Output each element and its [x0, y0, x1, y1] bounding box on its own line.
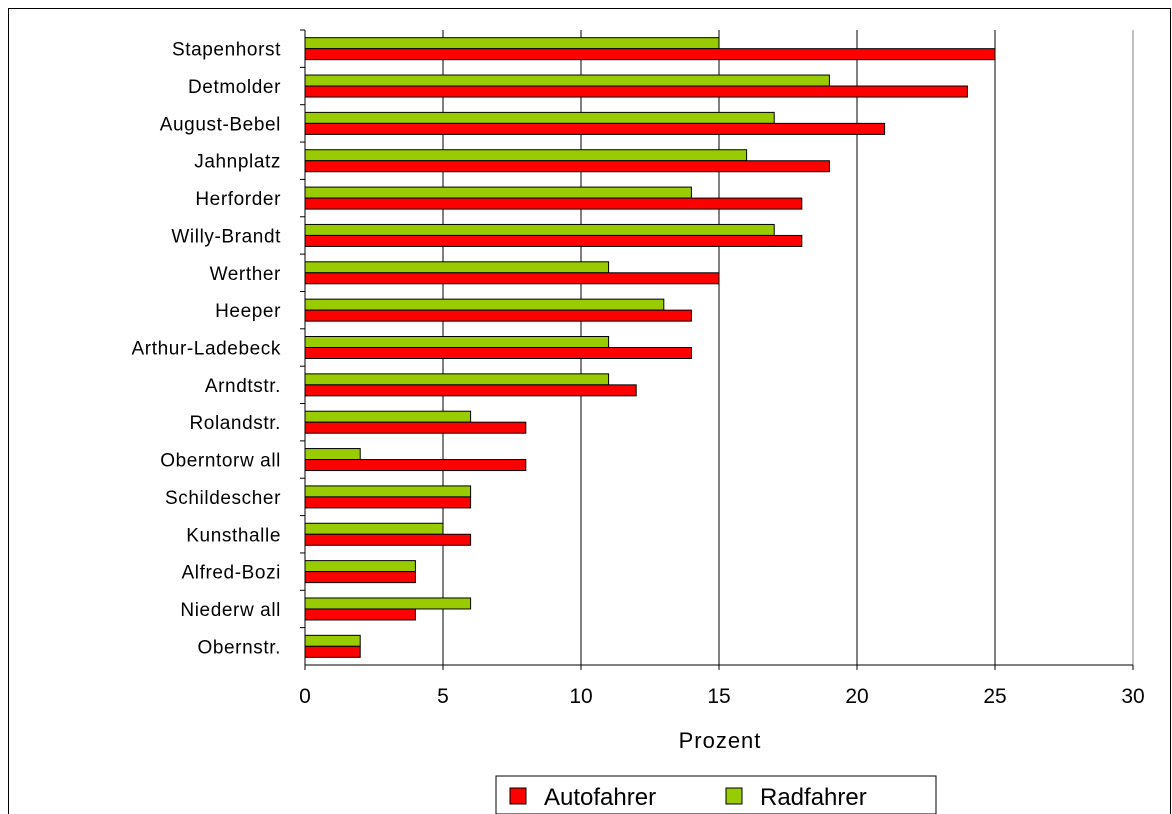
- category-label-1: Detmolder: [188, 77, 281, 98]
- bar-autofahrer-13: [304, 533, 472, 546]
- bar-autofahrer-8: [304, 347, 692, 359]
- bar-radfahrer-3: [304, 149, 748, 162]
- bar-autofahrer-14: [304, 571, 416, 584]
- category-label-5: Willy-Brandt: [171, 226, 281, 247]
- category-label-15: Niederw all: [180, 600, 281, 621]
- legend-swatch-autofahrer: [509, 787, 527, 805]
- category-label-13: Kunsthalle: [186, 525, 281, 546]
- bar-radfahrer-7: [304, 298, 665, 311]
- x-tick-label-15: 15: [707, 685, 730, 708]
- bars: [304, 37, 996, 658]
- bar-autofahrer-12: [304, 496, 472, 509]
- bar-autofahrer-2: [304, 122, 886, 135]
- bar-autofahrer-1: [304, 85, 968, 98]
- bar-radfahrer-10: [304, 410, 472, 423]
- category-label-6: Werther: [210, 264, 281, 285]
- category-label-4: Herforder: [195, 189, 281, 210]
- chart-frame: [8, 8, 1171, 814]
- x-tick-label-20: 20: [845, 685, 868, 708]
- x-tick-label-5: 5: [437, 685, 449, 708]
- bar-radfahrer-12: [304, 485, 472, 498]
- bar-radfahrer-5: [304, 223, 775, 236]
- bar-autofahrer-11: [304, 459, 527, 472]
- x-tick-label-25: 25: [983, 685, 1006, 708]
- x-axis-title: Prozent: [679, 728, 762, 753]
- x-tick-label-30: 30: [1121, 685, 1144, 708]
- legend-box: [495, 775, 937, 814]
- legend-label-autofahrer: Autofahrer: [544, 784, 656, 811]
- legend-swatch-radfahrer: [725, 787, 743, 805]
- bar-autofahrer-7: [304, 309, 692, 322]
- bar-radfahrer-6: [304, 261, 610, 274]
- category-label-3: Jahnplatz: [194, 152, 281, 173]
- bar-autofahrer-5: [304, 234, 803, 247]
- bar-autofahrer-10: [304, 421, 527, 434]
- bar-autofahrer-9: [304, 384, 637, 397]
- category-label-7: Heeper: [215, 301, 281, 322]
- category-label-9: Arndtstr.: [205, 376, 281, 397]
- bar-radfahrer-11: [304, 448, 361, 461]
- category-label-12: Schildescher: [165, 488, 281, 509]
- legend: Autofahrer Radfahrer: [495, 775, 937, 814]
- bar-autofahrer-16: [304, 645, 361, 658]
- bar-radfahrer-15: [304, 597, 472, 610]
- category-labels: Stapenhorst Detmolder August-Bebel Jahnplat…: [132, 29, 305, 658]
- category-label-8: Arthur-Ladebeck: [132, 339, 281, 360]
- category-label-11: Oberntorw all: [160, 451, 281, 472]
- category-label-2: August-Bebel: [160, 114, 281, 135]
- bar-radfahrer-14: [304, 560, 416, 573]
- bar-radfahrer-13: [304, 522, 444, 535]
- bar-radfahrer-16: [304, 634, 361, 647]
- bar-radfahrer-4: [304, 186, 692, 199]
- legend-label-radfahrer: Radfahrer: [760, 784, 867, 811]
- bar-radfahrer-1: [304, 74, 830, 87]
- category-label-14: Alfred-Bozi: [181, 563, 281, 584]
- bar-radfahrer-2: [304, 111, 775, 124]
- bar-autofahrer-15: [304, 608, 416, 621]
- x-tick-label-10: 10: [569, 685, 592, 708]
- category-label-0: Stapenhorst: [172, 40, 281, 61]
- category-label-10: Rolandstr.: [189, 413, 281, 434]
- bar-autofahrer-4: [304, 197, 803, 210]
- tick-labels: 0 5 10 15 20 25 30: [299, 665, 1145, 708]
- bar-radfahrer-0: [304, 37, 720, 50]
- x-tick-label-0: 0: [299, 685, 311, 708]
- bar-autofahrer-3: [304, 160, 830, 173]
- bar-radfahrer-9: [304, 373, 610, 386]
- bar-autofahrer-6: [304, 272, 720, 285]
- bar-autofahrer-0: [304, 48, 996, 61]
- category-label-16: Obernstr.: [197, 637, 281, 658]
- bar-radfahrer-8: [304, 336, 610, 348]
